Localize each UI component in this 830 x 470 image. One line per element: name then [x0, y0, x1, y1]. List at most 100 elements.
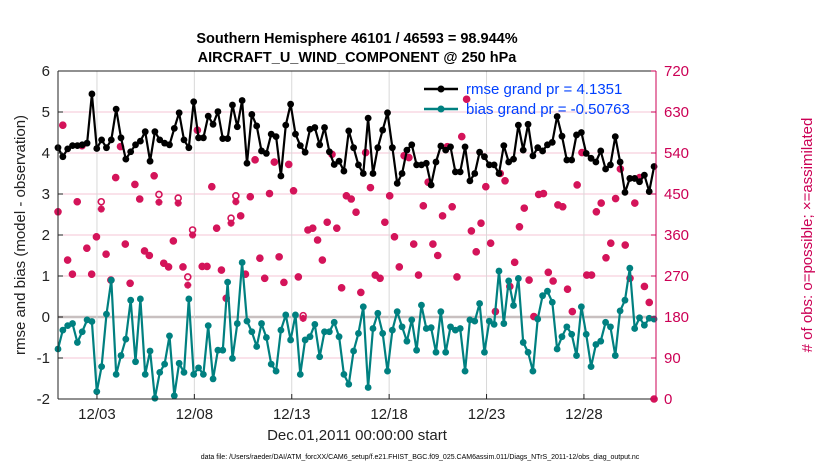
obs-assimilated-marker: [429, 240, 437, 248]
obs-assimilated-marker: [448, 203, 456, 211]
asterisk-stroke: [516, 223, 523, 230]
asterisk-stroke: [554, 201, 562, 209]
rmse-point: [166, 141, 173, 149]
bias-point: [539, 292, 546, 300]
rmse-point: [597, 147, 605, 155]
rmse-point: [611, 133, 619, 141]
bias-point: [558, 333, 566, 341]
rmse-point: [456, 168, 464, 176]
chart-subtitle: AIRCRAFT_U_WIND_COMPONENT @ 250 hPa: [198, 50, 518, 66]
asterisk-stroke: [333, 225, 340, 232]
bias-point: [350, 347, 358, 355]
obs-assimilated-marker: [203, 262, 211, 270]
obs-assimilated-marker: [309, 224, 317, 232]
obs-assimilated-marker: [357, 288, 365, 296]
bias-point: [73, 339, 81, 346]
obs-assimilated-marker: [155, 198, 163, 206]
obs-assimilated-marker: [126, 279, 134, 287]
asterisk-stroke: [501, 177, 509, 184]
bias-point: [253, 343, 261, 350]
rmse-point: [272, 133, 280, 141]
y-right-tick-label: 180: [664, 309, 689, 326]
rmse-point: [132, 141, 139, 149]
asterisk-stroke: [641, 283, 648, 290]
rmse-point: [548, 138, 556, 146]
obs-assimilated-marker: [266, 190, 274, 198]
asterisk-stroke: [559, 203, 566, 210]
obs-assimilated-marker: [520, 204, 528, 212]
bias-point: [117, 352, 125, 359]
asterisk-stroke: [482, 183, 489, 190]
asterisk-stroke: [410, 240, 417, 248]
rmse-point: [282, 121, 290, 129]
obs-assimilated-marker: [415, 271, 423, 279]
rmse-point: [151, 128, 159, 136]
bias-point: [69, 320, 76, 327]
obs-assimilated-marker: [246, 193, 254, 201]
bias-point: [316, 353, 324, 361]
rmse-point: [413, 161, 421, 169]
bias-point: [132, 358, 139, 366]
rmse-point: [335, 157, 343, 165]
bias-point: [88, 318, 96, 325]
rmse-point: [490, 161, 498, 169]
asterisk-stroke: [285, 161, 292, 168]
rmse-point: [607, 161, 614, 169]
obs-assimilated-marker: [381, 218, 389, 226]
rmse-point: [495, 170, 503, 177]
bias-point: [471, 317, 479, 325]
asterisk-stroke: [208, 183, 215, 190]
bias-point: [427, 324, 435, 332]
rmse-point: [224, 135, 232, 143]
asterisk-stroke: [155, 199, 163, 206]
bias-point: [379, 330, 387, 337]
asterisk-stroke: [314, 236, 321, 244]
bias-point: [185, 295, 193, 303]
bias-point: [170, 392, 178, 400]
asterisk-stroke: [295, 273, 302, 281]
y-tick-label: 4: [42, 145, 50, 162]
asterisk-stroke: [59, 122, 66, 129]
obs-assimilated-marker: [251, 156, 259, 164]
x-axis-label: Dec.01,2011 00:00:00 start: [267, 427, 448, 444]
bias-point: [544, 287, 551, 295]
asterisk-stroke: [189, 231, 196, 239]
asterisk-stroke: [429, 240, 437, 248]
rmse-point: [88, 90, 96, 98]
rmse-point: [146, 157, 154, 165]
rmse-point: [355, 161, 362, 169]
obs-assimilated-marker: [121, 240, 129, 248]
asterisk-stroke: [477, 219, 485, 227]
bias-point: [306, 333, 314, 341]
asterisk-stroke: [367, 184, 374, 191]
bias-point: [219, 346, 227, 354]
obs-assimilated-marker: [515, 223, 523, 231]
obs-assimilated-marker: [333, 224, 341, 232]
obs-assimilated-marker: [458, 133, 466, 141]
asterisk-stroke: [126, 280, 134, 287]
rmse-line: [57, 92, 656, 194]
obs-assimilated-marker: [198, 262, 206, 270]
asterisk-stroke: [102, 250, 110, 258]
chart-title: Southern Hemisphere 46101 / 46593 = 98.9…: [196, 31, 517, 47]
rmse-point: [311, 124, 319, 131]
obs-assimilated-marker: [131, 180, 139, 188]
obs-assimilated-marker: [645, 298, 653, 306]
rmse-point: [301, 148, 309, 156]
bias-point: [384, 367, 391, 375]
asterisk-stroke: [602, 254, 610, 261]
asterisk-stroke: [271, 158, 278, 166]
asterisk-stroke: [381, 219, 389, 226]
rmse-point: [350, 144, 358, 152]
obs-assimilated-marker: [102, 250, 110, 258]
bias-point: [321, 328, 328, 336]
bias-point: [107, 276, 115, 284]
asterisk-stroke: [165, 263, 172, 271]
obs-assimilated-marker: [395, 263, 403, 271]
asterisk-stroke: [598, 199, 605, 207]
asterisk-stroke: [372, 271, 379, 279]
y-right-tick-label: 540: [664, 145, 689, 162]
y-right-tick-label: 630: [664, 104, 689, 121]
rmse-point: [262, 150, 270, 157]
y-tick-label: 5: [42, 104, 50, 121]
